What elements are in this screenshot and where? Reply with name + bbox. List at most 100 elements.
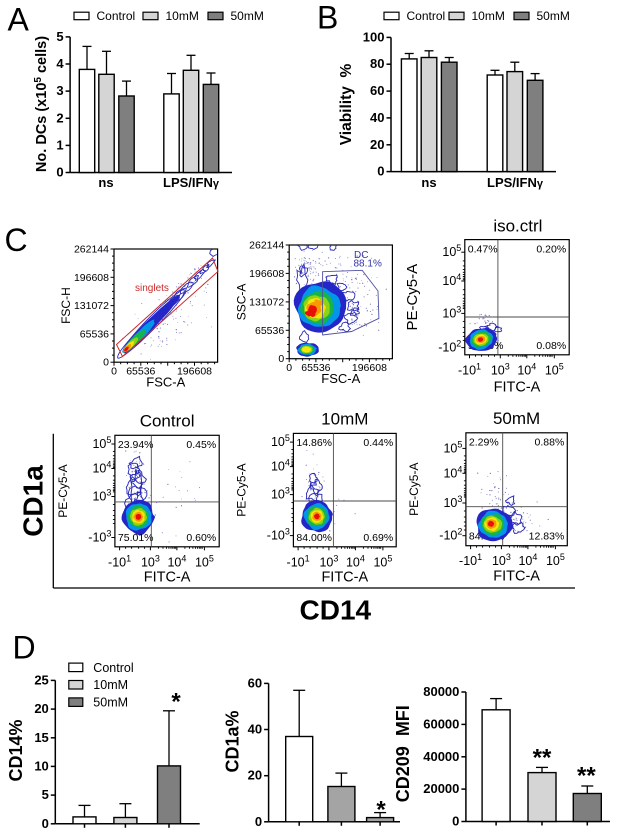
svg-text:20: 20 xyxy=(370,137,384,152)
svg-text:A: A xyxy=(8,2,30,38)
svg-text:0: 0 xyxy=(56,165,63,180)
svg-text:75.01%: 75.01% xyxy=(118,532,154,544)
svg-text:PE-Cy5-A: PE-Cy5-A xyxy=(56,464,70,517)
svg-text:0: 0 xyxy=(286,362,292,374)
svg-text:88.1%: 88.1% xyxy=(354,259,382,270)
svg-text:80000: 80000 xyxy=(423,684,459,699)
svg-text:12.83%: 12.83% xyxy=(529,531,565,543)
svg-text:CD1a%: CD1a% xyxy=(223,710,243,772)
svg-text:No. DCs (x105 cells): No. DCs (x105 cells) xyxy=(33,36,50,172)
svg-text:B: B xyxy=(317,0,338,36)
svg-text:LPS/IFNγ: LPS/IFNγ xyxy=(487,175,544,190)
svg-text:131072: 131072 xyxy=(249,296,284,308)
svg-text:D: D xyxy=(13,630,36,666)
svg-text:60: 60 xyxy=(248,675,262,690)
svg-text:-101: -101 xyxy=(459,552,482,568)
svg-text:-103: -103 xyxy=(267,527,290,543)
svg-text:2: 2 xyxy=(56,110,63,125)
svg-text:50mM: 50mM xyxy=(493,409,540,428)
svg-text:10mM: 10mM xyxy=(93,678,128,692)
svg-text:PE-Cy5-A: PE-Cy5-A xyxy=(234,463,248,516)
svg-text:FITC-A: FITC-A xyxy=(144,570,191,586)
svg-text:0: 0 xyxy=(103,357,109,369)
svg-text:10: 10 xyxy=(34,758,48,773)
svg-text:10mM: 10mM xyxy=(166,9,199,23)
svg-text:196608: 196608 xyxy=(74,272,109,284)
svg-text:ns: ns xyxy=(421,175,436,190)
svg-text:-101: -101 xyxy=(458,361,481,377)
svg-text:0.60%: 0.60% xyxy=(186,532,216,544)
svg-text:0: 0 xyxy=(278,353,284,365)
svg-text:84.00%: 84.00% xyxy=(296,532,332,544)
svg-text:*: * xyxy=(171,689,181,716)
svg-text:0: 0 xyxy=(452,814,459,829)
svg-text:0: 0 xyxy=(377,164,384,179)
svg-text:60: 60 xyxy=(370,83,384,98)
svg-text:65536: 65536 xyxy=(301,362,330,374)
svg-text:-101: -101 xyxy=(108,553,131,569)
svg-text:FSC-A: FSC-A xyxy=(321,371,360,386)
svg-text:DC: DC xyxy=(354,250,368,261)
svg-text:0.47%: 0.47% xyxy=(468,243,498,255)
svg-text:80: 80 xyxy=(370,56,384,71)
svg-text:Control: Control xyxy=(140,411,195,430)
svg-text:2.29%: 2.29% xyxy=(469,437,499,449)
svg-text:SSC-A: SSC-A xyxy=(235,284,249,321)
svg-text:ns: ns xyxy=(98,175,113,190)
svg-text:40: 40 xyxy=(248,722,262,737)
svg-text:60000: 60000 xyxy=(423,716,459,731)
svg-text:40: 40 xyxy=(370,110,384,125)
svg-text:Viability %: Viability % xyxy=(338,64,355,146)
svg-text:100: 100 xyxy=(363,29,385,44)
svg-text:0.44%: 0.44% xyxy=(363,437,393,449)
svg-text:65536: 65536 xyxy=(80,328,109,340)
svg-text:10mM: 10mM xyxy=(321,409,368,428)
svg-text:CD209 MFI: CD209 MFI xyxy=(393,705,413,802)
svg-text:0.20%: 0.20% xyxy=(536,243,566,255)
svg-text:-103: -103 xyxy=(88,529,111,545)
svg-text:**: ** xyxy=(533,744,552,771)
svg-text:40000: 40000 xyxy=(423,749,459,764)
svg-text:5: 5 xyxy=(42,787,49,802)
svg-text:0.88%: 0.88% xyxy=(535,437,565,449)
svg-text:Control: Control xyxy=(407,9,446,23)
svg-text:-102: -102 xyxy=(438,339,461,355)
svg-text:65536: 65536 xyxy=(126,366,155,378)
svg-text:14.86%: 14.86% xyxy=(296,437,332,449)
svg-text:0: 0 xyxy=(42,816,49,831)
svg-text:20: 20 xyxy=(34,701,48,716)
svg-text:65536: 65536 xyxy=(255,325,284,337)
svg-text:0.45%: 0.45% xyxy=(186,439,216,451)
svg-text:3: 3 xyxy=(56,83,63,98)
svg-text:20000: 20000 xyxy=(423,781,459,796)
svg-text:5: 5 xyxy=(56,29,63,44)
svg-text:262144: 262144 xyxy=(74,244,109,256)
svg-text:262144: 262144 xyxy=(249,240,284,252)
svg-text:4: 4 xyxy=(56,56,64,71)
svg-text:0.08%: 0.08% xyxy=(536,340,566,352)
svg-text:1: 1 xyxy=(56,137,63,152)
svg-text:PE-Cy5-A: PE-Cy5-A xyxy=(404,264,421,331)
svg-text:50mM: 50mM xyxy=(231,9,264,23)
svg-text:196608: 196608 xyxy=(249,268,284,280)
svg-text:FITC-A: FITC-A xyxy=(321,570,368,586)
svg-text:CD14: CD14 xyxy=(300,595,372,626)
svg-text:196608: 196608 xyxy=(352,362,387,374)
svg-text:20: 20 xyxy=(248,768,262,783)
svg-text:FSC-A: FSC-A xyxy=(146,375,185,390)
svg-text:50mM: 50mM xyxy=(93,696,128,710)
svg-text:15: 15 xyxy=(34,730,48,745)
svg-text:10mM: 10mM xyxy=(472,9,505,23)
svg-text:0: 0 xyxy=(111,366,117,378)
svg-text:-101: -101 xyxy=(287,553,310,569)
svg-text:singlets: singlets xyxy=(135,283,169,294)
svg-text:50mM: 50mM xyxy=(537,9,570,23)
svg-text:131072: 131072 xyxy=(74,300,109,312)
svg-text:FSC-H: FSC-H xyxy=(59,287,73,324)
svg-text:Control: Control xyxy=(97,9,136,23)
svg-text:0: 0 xyxy=(255,814,262,829)
svg-text:iso.ctrl: iso.ctrl xyxy=(493,217,542,236)
svg-text:0.69%: 0.69% xyxy=(363,532,393,544)
svg-text:23.94%: 23.94% xyxy=(118,439,154,451)
svg-text:25: 25 xyxy=(34,672,48,687)
